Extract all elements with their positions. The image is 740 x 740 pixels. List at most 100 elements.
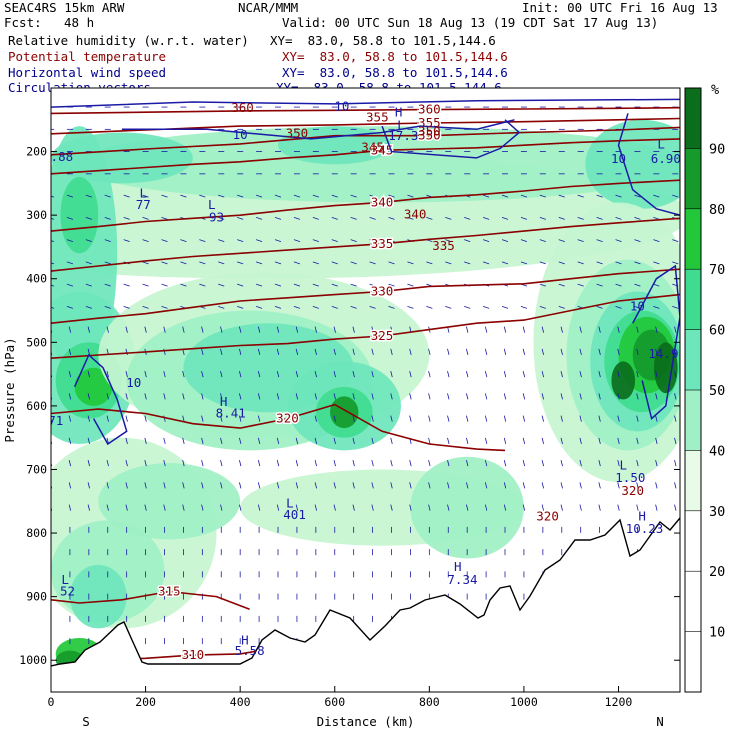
- colorbar-unit: %: [711, 82, 719, 98]
- vector-arrow: [66, 194, 74, 198]
- vector-arrow: [274, 261, 282, 265]
- y-tick-label: 700: [26, 462, 47, 476]
- vector-arrow: [255, 305, 263, 309]
- vector-arrow: [199, 283, 206, 287]
- vector-arrow: [409, 415, 412, 422]
- vector-arrow: [276, 393, 280, 400]
- vector-arrow: [85, 283, 92, 287]
- vector-arrow: [66, 239, 74, 242]
- vector-arrow: [560, 393, 563, 400]
- vector-arrow: [220, 371, 223, 378]
- vector-arrow: [331, 261, 338, 265]
- vector-arrow: [617, 371, 620, 378]
- x-tick-label: 800: [419, 695, 440, 709]
- vector-arrow: [257, 482, 261, 489]
- vector-arrow: [125, 504, 128, 511]
- vector-arrow: [636, 326, 639, 333]
- annotation-label: 335: [432, 238, 455, 253]
- vector-arrow: [142, 239, 149, 242]
- vector-arrow: [484, 348, 488, 355]
- vector-arrow: [239, 326, 242, 333]
- vector-arrow: [596, 261, 603, 265]
- annotation-label: 345: [361, 140, 384, 155]
- vector-arrow: [466, 437, 469, 444]
- vector-arrow: [466, 415, 469, 422]
- vector-arrow: [276, 504, 280, 511]
- vector-arrow: [388, 261, 395, 265]
- annotation-label: L: [397, 117, 405, 132]
- theta-contour-345: [51, 138, 680, 175]
- vector-arrow: [293, 283, 301, 287]
- vector-arrow: [104, 283, 111, 287]
- annotation-label: 355: [366, 110, 389, 125]
- vector-arrow: [182, 326, 185, 333]
- vector-arrow: [350, 216, 357, 220]
- vector-arrow: [371, 437, 374, 444]
- vector-arrow: [239, 504, 242, 511]
- vector-arrow: [577, 194, 584, 198]
- vector-arrow: [371, 460, 374, 467]
- vector-arrow: [674, 371, 677, 378]
- vector-arrow: [655, 415, 658, 422]
- vector-arrow: [579, 482, 582, 489]
- vector-arrow: [123, 283, 130, 287]
- vector-arrow: [636, 460, 639, 467]
- vector-arrow: [182, 482, 185, 489]
- vector-arrow: [239, 348, 242, 355]
- vector-arrow: [426, 261, 433, 265]
- vector-arrow: [331, 283, 338, 287]
- vector-arrow: [106, 371, 109, 378]
- y-tick-label: 400: [26, 272, 47, 286]
- vector-arrow: [125, 482, 128, 489]
- vector-arrow: [388, 216, 395, 220]
- vector-arrow: [634, 194, 641, 198]
- vector-arrow: [539, 305, 546, 309]
- vector-arrow: [634, 261, 641, 265]
- vector-arrow: [182, 460, 185, 467]
- vector-arrow: [218, 194, 225, 198]
- vector-arrow: [615, 216, 622, 220]
- vector-arrow: [314, 482, 317, 489]
- vector-arrow: [293, 194, 301, 198]
- vector-arrow: [503, 504, 507, 511]
- vector-arrow: [106, 415, 109, 422]
- vector-arrow: [312, 194, 319, 198]
- vector-arrow: [87, 326, 90, 333]
- model-title: SEAC4RS 15km ARW: [4, 0, 125, 15]
- vector-arrow: [447, 482, 450, 489]
- vector-arrow: [182, 393, 185, 400]
- annotation-label: 17.3: [388, 128, 418, 143]
- colorbar-segment: [685, 148, 701, 209]
- vector-arrow: [388, 283, 395, 287]
- vector-arrow: [598, 326, 601, 333]
- vector-arrow: [579, 326, 582, 333]
- vector-arrow: [87, 437, 90, 444]
- vector-arrow: [87, 504, 90, 511]
- vector-arrow: [66, 305, 74, 309]
- vector-arrow: [333, 504, 336, 511]
- vector-arrow: [655, 326, 658, 333]
- vector-arrow: [333, 348, 336, 355]
- vector-arrow: [674, 437, 677, 444]
- vector-arrow: [390, 460, 393, 467]
- vector-arrow: [560, 482, 563, 489]
- vector-arrow: [503, 326, 507, 333]
- vector-arrow: [199, 261, 206, 265]
- vector-arrow: [674, 393, 677, 400]
- vector-arrow: [163, 482, 166, 489]
- vector-arrow: [85, 216, 92, 220]
- vector-arrow: [352, 371, 355, 378]
- vector-arrow: [274, 283, 282, 287]
- vector-arrow: [371, 371, 374, 378]
- vector-arrow: [371, 326, 374, 333]
- vector-arrow: [371, 504, 374, 511]
- colorbar-segment: [685, 269, 701, 330]
- vector-arrow: [220, 482, 223, 489]
- annotation-label: 10: [334, 98, 349, 113]
- vector-arrow: [579, 393, 582, 400]
- vector-arrow: [218, 216, 225, 220]
- vector-arrow: [68, 348, 72, 355]
- vector-arrow: [541, 460, 544, 467]
- annotation-label: L: [619, 457, 627, 472]
- vector-arrow: [369, 216, 376, 220]
